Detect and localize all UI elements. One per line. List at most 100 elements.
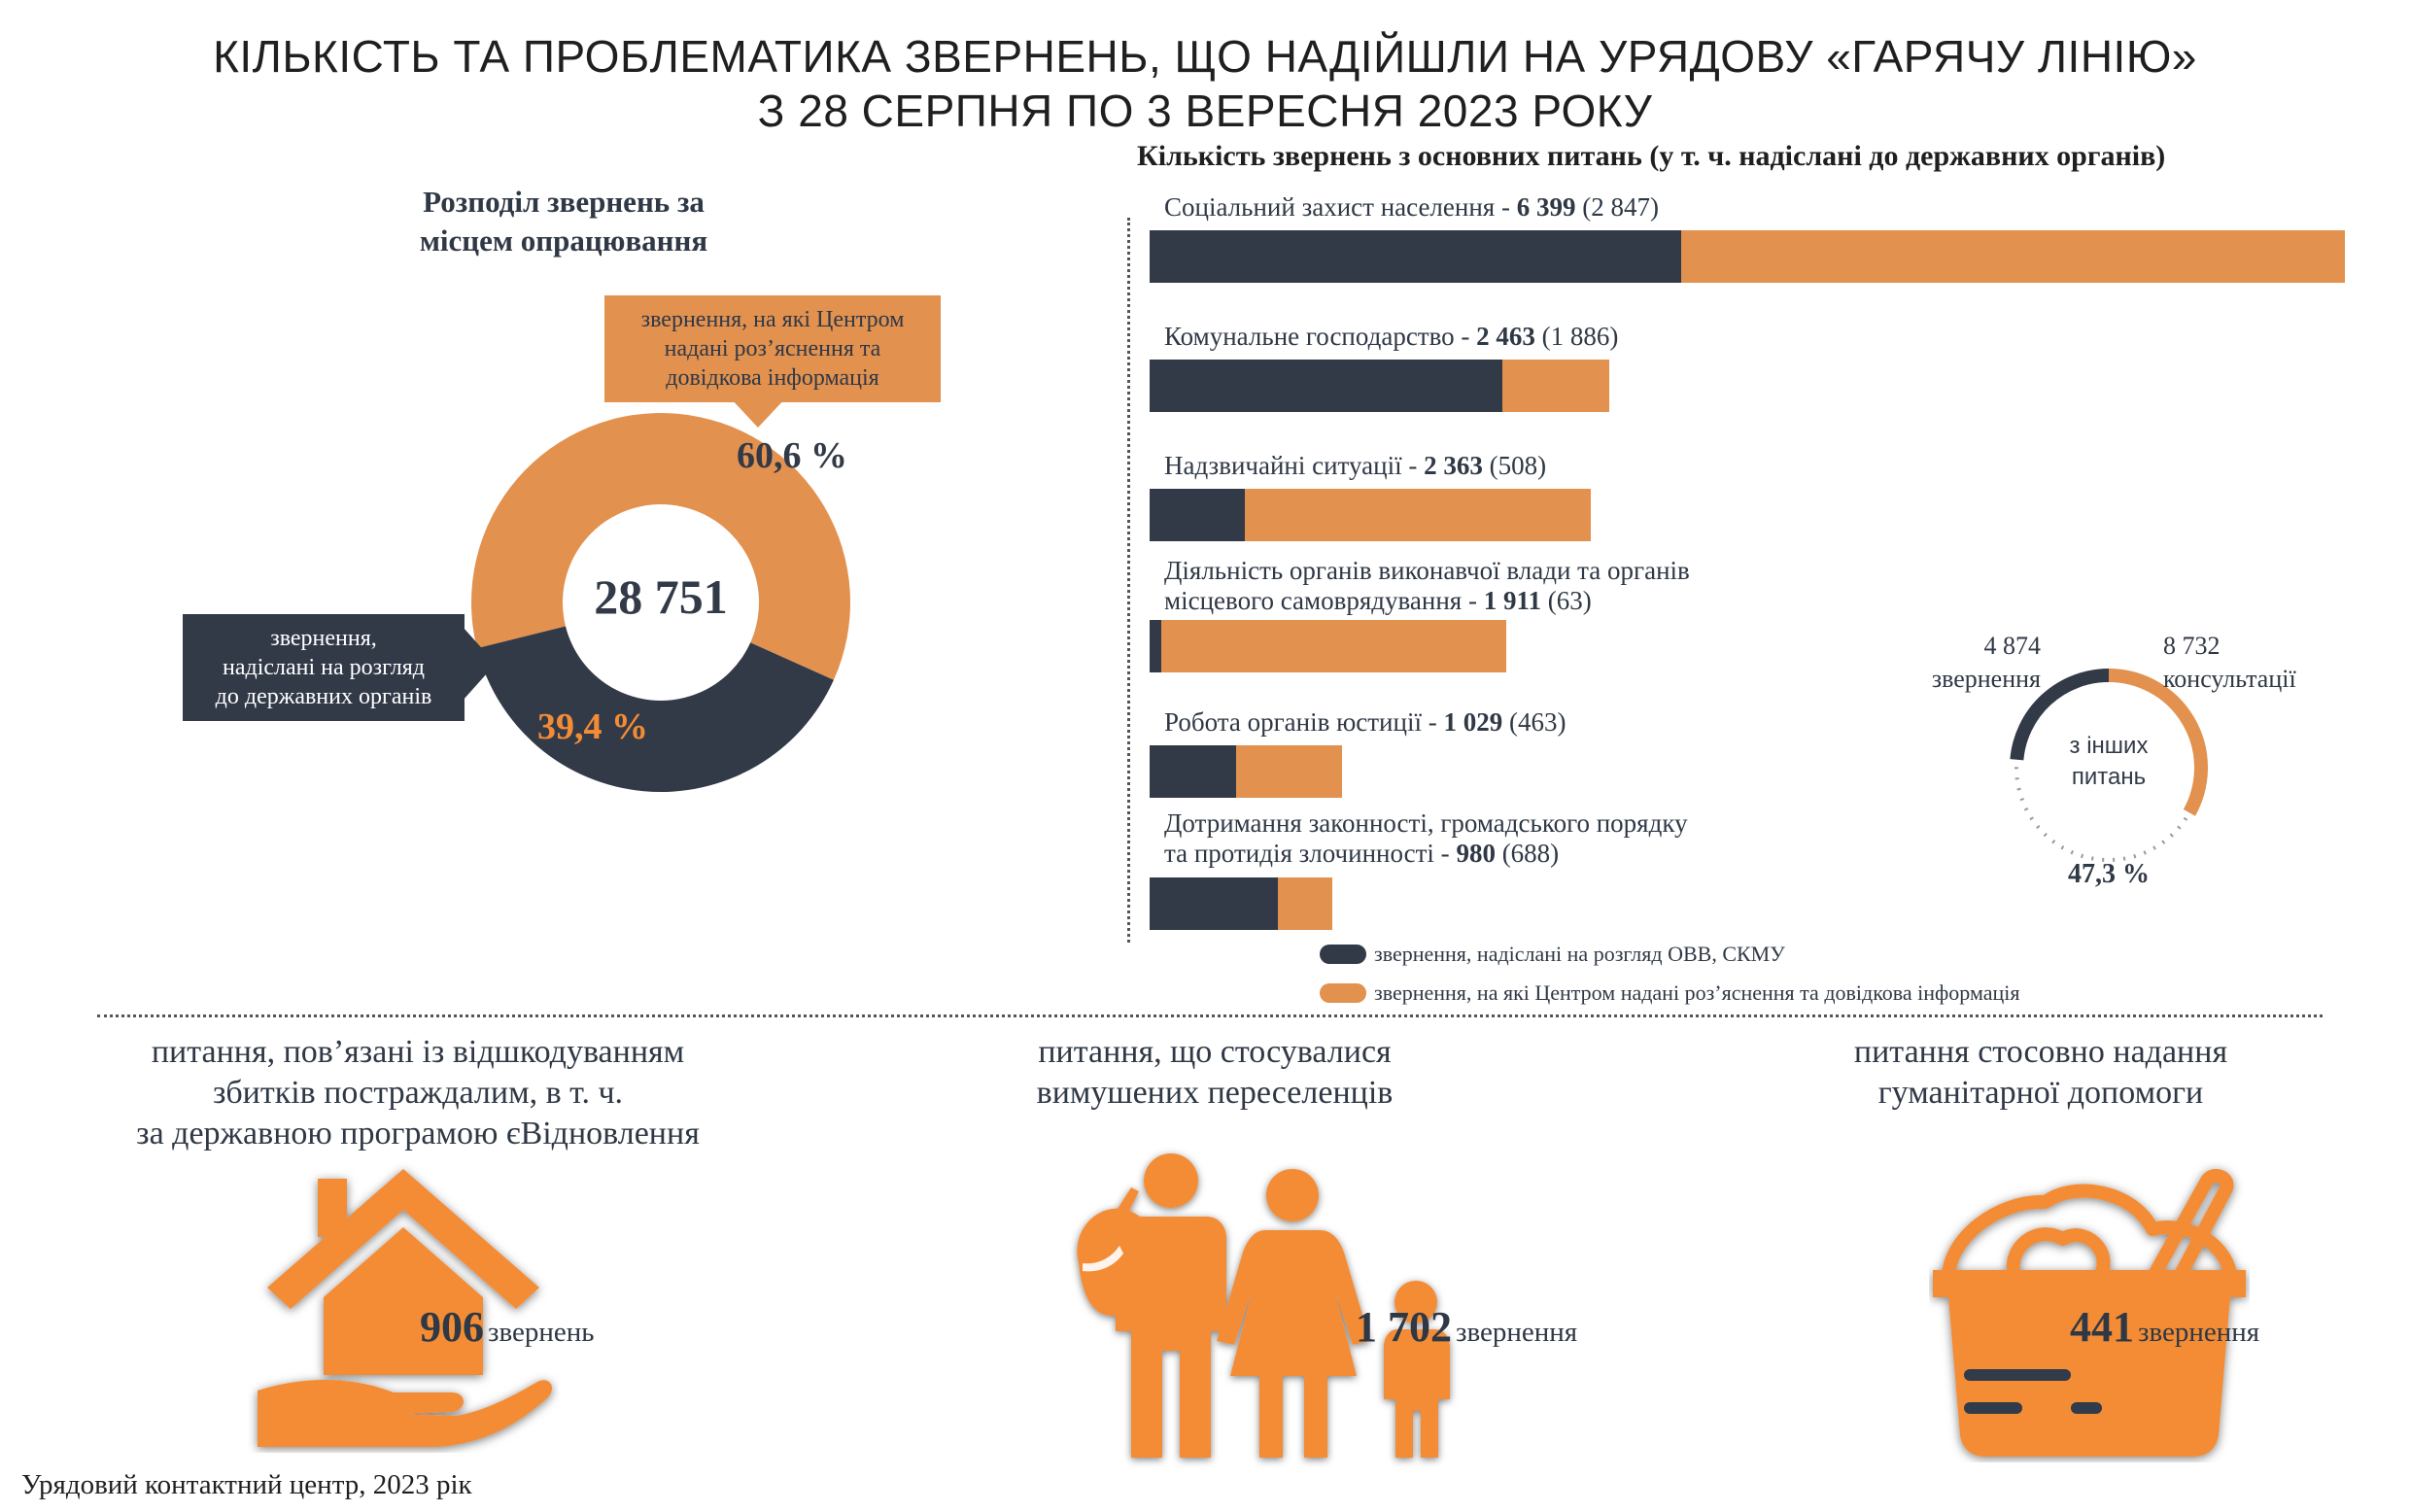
bar-explained-segment: [1244, 489, 1592, 541]
topic-title-line: за державною програмою єВідновлення: [136, 1116, 700, 1151]
bar-sent-segment: [1150, 489, 1245, 541]
bars-legend: звернення, надіслані на розгляд ОВВ, СКМ…: [1320, 937, 2020, 1011]
donut-percent-orange: 60,6 %: [737, 435, 847, 476]
topic-count-value: 906: [420, 1303, 484, 1351]
topic-title-line: питання стосовно надання: [1853, 1034, 2228, 1070]
topic-count-unit: звернення: [2138, 1317, 2260, 1348]
donut-total-label: 28 751: [594, 569, 728, 624]
topic-count-unit: звернень: [488, 1317, 595, 1348]
ring-arc-consultations: [2108, 669, 2208, 816]
bar-explained-segment: [1501, 360, 1610, 412]
bar-label-text: Дотримання законності, громадського поря…: [1164, 808, 1688, 838]
ring-center-line-1: з інших: [2069, 733, 2149, 759]
section-divider: [97, 1014, 2323, 1017]
bar-sent: (63): [1547, 586, 1592, 615]
bar-label-text: Комунальне господарство -: [1164, 322, 1477, 351]
topic-title-line: гуманітарної допомоги: [1877, 1075, 2204, 1111]
topic-title-line: питання, пов’язані із відшкодуванням: [151, 1034, 685, 1070]
bar-total: 1 911: [1483, 586, 1541, 615]
callout-sent-line-2: надіслані на розгляд: [223, 655, 425, 680]
bar-total: 2 363: [1424, 451, 1483, 480]
callout-sent-pointer: [463, 627, 496, 701]
topic-title-idp: питання, що стосувалися вимушених пересе…: [875, 1032, 1555, 1114]
topic-count-unit: звернення: [1456, 1317, 1578, 1348]
callout-sent: звернення, надіслані на розгляд до держа…: [183, 614, 465, 721]
title-line-2: З 28 СЕРПНЯ ПО 3 ВЕРЕСНЯ 2023 РОКУ: [757, 86, 1653, 136]
topic-count-humanitarian: 441 звернення: [2070, 1302, 2259, 1352]
legend-label-explained: звернення, на які Центром надані роз’ясн…: [1374, 980, 2020, 1005]
bar-total: 6 399: [1516, 192, 1576, 222]
topic-title-line: питання, що стосувалися: [1038, 1034, 1392, 1070]
callout-sent-line-3: до державних органів: [215, 684, 432, 709]
ring-right-text: консультації: [2163, 665, 2296, 693]
bar-sent-segment: [1150, 620, 1162, 672]
donut-percent-dark: 39,4 %: [537, 706, 648, 747]
ring-left-label: 4 874 звернення: [1876, 630, 2041, 696]
callout-explained-line-3: довідкова інформація: [666, 365, 879, 391]
bar-sent: (508): [1489, 451, 1547, 480]
donut-chart: [471, 413, 850, 792]
bar-label: Соціальний захист населення - 6 399 (2 8…: [1164, 192, 1659, 223]
bar-label-text: Надзвичайні ситуації -: [1164, 451, 1425, 480]
donut-title-line-2: місцем опрацювання: [419, 223, 708, 258]
donut-title-line-1: Розподіл звернень за: [423, 185, 705, 219]
callout-sent-line-1: звернення,: [270, 626, 377, 651]
ring-right-value: 8 732: [2163, 632, 2221, 660]
legend-item-explained: звернення, на які Центром надані роз’ясн…: [1320, 976, 2020, 1011]
bar-sent-segment: [1150, 745, 1236, 798]
bar-total: 1 029: [1443, 707, 1503, 737]
topic-title-humanitarian: питання стосовно надання гуманітарної до…: [1778, 1032, 2303, 1114]
footer-source: Урядовий контактний центр, 2023 рік: [21, 1469, 472, 1500]
ring-left-value: 4 874: [1983, 632, 2042, 660]
bar-label: Комунальне господарство - 2 463 (1 886): [1164, 322, 1618, 352]
bar-label: Дотримання законності, громадського поря…: [1164, 808, 1688, 869]
topic-count-value: 441: [2070, 1303, 2134, 1351]
donut-slice-explained: [471, 413, 850, 680]
ring-arc-requests: [2010, 669, 2110, 761]
bar-label: Робота органів юстиції - 1 029 (463): [1164, 707, 1566, 738]
legend-item-sent: звернення, надіслані на розгляд ОВВ, СКМ…: [1320, 937, 2020, 972]
ring-left-text: звернення: [1931, 665, 2041, 693]
bar-explained-segment: [1278, 877, 1333, 930]
legend-label-sent: звернення, надіслані на розгляд ОВВ, СКМ…: [1374, 942, 1785, 966]
other-issues-ring: [2010, 669, 2208, 862]
legend-swatch-dark: [1320, 945, 1366, 964]
callout-explained-line-2: надані роз’яснення та: [664, 336, 881, 361]
house-hand-icon: [258, 1169, 553, 1447]
bar-total: 980: [1456, 839, 1496, 868]
title-line-1: КІЛЬКІСТЬ ТА ПРОБЛЕМАТИКА ЗВЕРНЕНЬ, ЩО Н…: [213, 31, 2197, 82]
topic-count-value: 1 702: [1356, 1303, 1452, 1351]
topic-title-compensation: питання, пов’язані із відшкодуванням зби…: [39, 1032, 797, 1154]
topic-title-line: вимушених переселенців: [1036, 1075, 1394, 1111]
topic-title-line: збитків постраждалим, в т. ч.: [212, 1075, 624, 1111]
bar-label-text: Робота органів юстиції -: [1164, 707, 1444, 737]
bar-sent-segment: [1150, 230, 1682, 283]
bar-sent-segment: [1150, 877, 1279, 930]
bar-sent: (1 886): [1541, 322, 1619, 351]
bar-sent-segment: [1150, 360, 1502, 412]
bar-label-text: Діяльність органів виконавчої влади та о…: [1164, 556, 1690, 585]
bar-label: Надзвичайні ситуації - 2 363 (508): [1164, 451, 1546, 481]
donut-title: Розподіл звернень за місцем опрацювання: [321, 183, 807, 260]
legend-swatch-orange: [1320, 983, 1366, 1003]
bar-explained-segment: [1235, 745, 1342, 798]
bar-sent: (2 847): [1582, 192, 1659, 222]
bar-label: Діяльність органів виконавчої влади та о…: [1164, 556, 1690, 616]
ring-center-label: з інших питань: [2050, 731, 2167, 793]
topic-count-idp: 1 702 звернення: [1356, 1302, 1577, 1352]
bar-explained-segment: [1681, 230, 2345, 283]
callout-explained-pointer: [729, 396, 787, 428]
ring-right-label: 8 732 консультації: [2163, 630, 2358, 696]
bars-title: Кількість звернень з основних питань (у …: [1137, 140, 2166, 172]
bar-label-text: Соціальний захист населення -: [1164, 192, 1517, 222]
ring-center-line-2: питань: [2071, 764, 2147, 790]
bar-label-text: місцевого самоврядування -: [1164, 586, 1484, 615]
donut-slice-sent: [476, 626, 834, 792]
topic-count-compensation: 906 звернень: [420, 1302, 595, 1352]
bar-sent: (463): [1508, 707, 1566, 737]
bars-axis-dotted: [1127, 218, 1130, 943]
donut-hole: [563, 504, 759, 701]
page-title: КІЛЬКІСТЬ ТА ПРОБЛЕМАТИКА ЗВЕРНЕНЬ, ЩО Н…: [0, 29, 2410, 138]
callout-explained-line-1: звернення, на які Центром: [640, 307, 905, 332]
bar-sent: (688): [1501, 839, 1560, 868]
